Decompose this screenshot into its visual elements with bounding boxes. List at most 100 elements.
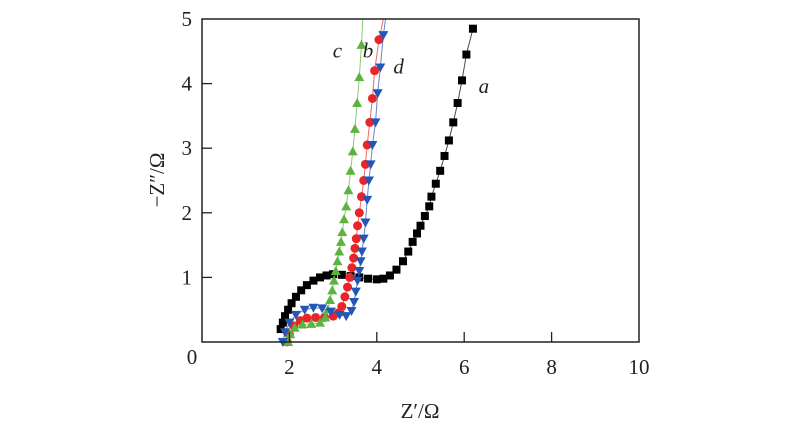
data-point-d <box>367 140 378 150</box>
data-point-d <box>284 318 295 328</box>
data-point-a <box>458 76 467 85</box>
curve-label-d: d <box>393 54 404 78</box>
data-point-a <box>444 136 453 145</box>
x-tick-label: 6 <box>459 355 470 379</box>
data-point-a <box>315 273 324 282</box>
data-point-c <box>334 246 345 256</box>
x-tick-label: 0 <box>187 345 198 369</box>
data-point-c <box>330 265 341 275</box>
data-point-d <box>363 176 374 186</box>
data-point-c <box>306 318 317 328</box>
data-point-c <box>285 329 296 339</box>
data-point-d <box>354 266 365 276</box>
data-point-c <box>349 123 360 133</box>
data-point-c <box>354 72 365 82</box>
data-point-c <box>337 227 348 237</box>
data-point-a <box>287 299 296 308</box>
data-point-d <box>365 160 376 170</box>
data-point-c <box>314 317 325 327</box>
data-point-d <box>375 63 386 73</box>
data-point-d <box>317 304 328 314</box>
data-point-a <box>436 166 445 175</box>
data-point-b <box>343 282 353 292</box>
data-point-c <box>328 275 339 285</box>
data-point-a <box>427 192 436 201</box>
y-tick-label: 3 <box>182 136 193 160</box>
data-point-a <box>337 270 346 279</box>
series-d <box>277 18 389 347</box>
data-point-d <box>325 307 336 317</box>
data-point-a <box>440 151 449 160</box>
data-point-d <box>372 89 383 99</box>
data-point-d <box>346 306 357 316</box>
data-point-a <box>392 265 401 274</box>
data-point-b <box>350 243 360 253</box>
data-point-b <box>357 192 367 202</box>
data-point-a <box>364 274 373 283</box>
data-point-b <box>374 35 384 45</box>
data-point-a <box>281 312 290 321</box>
data-point-a <box>309 276 318 285</box>
curve-label-b: b <box>363 38 374 62</box>
data-point-b <box>337 301 347 311</box>
data-point-b <box>340 292 350 302</box>
data-point-a <box>425 202 434 211</box>
x-tick-label: 4 <box>372 355 383 379</box>
data-point-a <box>408 237 417 246</box>
data-point-d <box>362 195 373 205</box>
data-point-a <box>291 292 300 301</box>
data-point-a <box>385 271 394 280</box>
data-point-a <box>278 318 287 327</box>
y-tick-label: 1 <box>182 265 193 289</box>
data-point-a <box>404 247 413 256</box>
data-point-c <box>325 295 336 305</box>
data-point-a <box>413 229 422 238</box>
data-point-d <box>356 247 367 257</box>
data-point-b <box>349 253 359 263</box>
x-tick-label: 2 <box>284 355 295 379</box>
plot-frame <box>201 18 640 343</box>
data-point-b <box>311 312 321 322</box>
data-point-d <box>355 257 366 267</box>
data-point-c <box>341 201 352 211</box>
data-point-c <box>289 322 300 332</box>
y-tick-label: 5 <box>182 7 193 31</box>
data-point-b <box>367 93 377 103</box>
data-point-d <box>378 31 389 41</box>
plot-marks: a bc d <box>276 18 490 347</box>
data-point-a <box>302 281 311 290</box>
data-point-b <box>353 221 363 231</box>
data-point-b <box>302 313 312 323</box>
data-point-a <box>322 271 331 280</box>
data-point-d <box>358 234 369 244</box>
data-point-c <box>345 165 356 175</box>
data-point-a <box>449 118 458 127</box>
data-point-a <box>379 274 388 283</box>
data-point-c <box>327 285 338 295</box>
data-point-d <box>308 303 319 313</box>
data-point-c <box>356 39 367 49</box>
data-point-c <box>297 319 308 329</box>
data-point-a <box>297 286 306 295</box>
data-point-a <box>453 98 462 107</box>
data-point-d <box>350 287 361 297</box>
x-tick-label: 10 <box>629 355 650 379</box>
data-point-d <box>341 312 352 322</box>
data-point-d <box>299 305 310 315</box>
x-tick-label: 8 <box>546 355 557 379</box>
data-point-c <box>347 146 358 156</box>
data-point-a <box>284 305 293 314</box>
y-tick-label: 4 <box>182 72 193 96</box>
data-point-a <box>416 221 425 230</box>
data-point-a <box>399 257 408 266</box>
y-tick-label: 2 <box>182 201 193 225</box>
data-point-c <box>343 185 354 195</box>
x-axis-title: Z′/Ω <box>401 399 440 423</box>
data-point-a <box>468 24 477 33</box>
data-point-d <box>349 297 360 307</box>
data-point-c <box>332 256 343 266</box>
data-point-b <box>347 263 357 273</box>
curve-label-a: a <box>479 74 490 98</box>
